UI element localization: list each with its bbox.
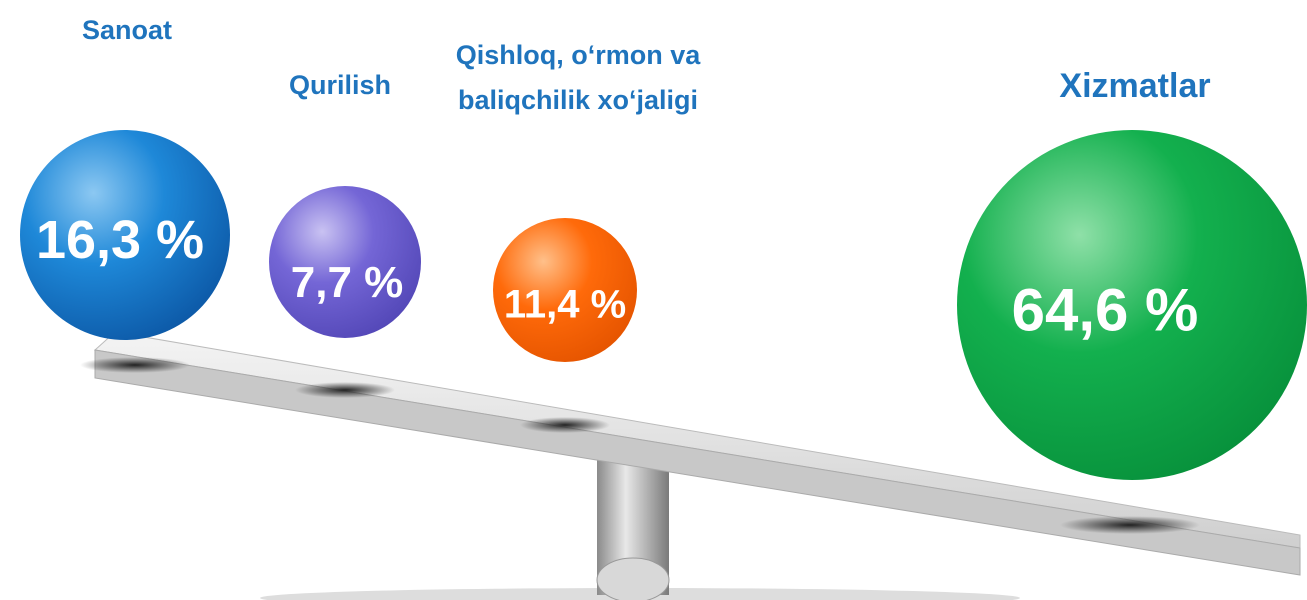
label: Xizmatlar: [1059, 67, 1211, 105]
value: 7,7 %: [290, 258, 404, 307]
ball-shadow: [295, 382, 395, 398]
ball: [20, 130, 230, 340]
value: 11,4 %: [503, 282, 627, 327]
ball-shadow: [80, 357, 190, 373]
ball: [957, 130, 1307, 480]
ball: [493, 218, 637, 362]
fulcrum-cap: [596, 557, 670, 600]
label: Sanoat: [81, 15, 173, 45]
ball-shadow: [520, 417, 610, 433]
value: 64,6 %: [1011, 276, 1199, 344]
ball-shadow: [1060, 516, 1200, 534]
label: Qurilish: [288, 70, 392, 100]
value: 16,3 %: [35, 210, 205, 270]
ball: [269, 186, 421, 338]
label: Qishloq, o‘rmon va baliqchilik xo‘jaligi: [455, 40, 701, 115]
